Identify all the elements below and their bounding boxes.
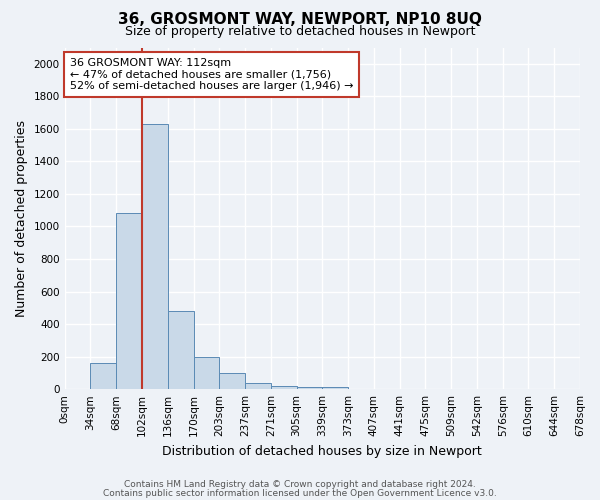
- Bar: [296, 387, 322, 389]
- X-axis label: Distribution of detached houses by size in Newport: Distribution of detached houses by size …: [163, 444, 482, 458]
- Text: Contains HM Land Registry data © Crown copyright and database right 2024.: Contains HM Land Registry data © Crown c…: [124, 480, 476, 489]
- Bar: [271, 386, 296, 389]
- Text: 36, GROSMONT WAY, NEWPORT, NP10 8UQ: 36, GROSMONT WAY, NEWPORT, NP10 8UQ: [118, 12, 482, 28]
- Bar: [91, 363, 116, 389]
- Bar: [116, 214, 142, 389]
- Bar: [219, 373, 245, 389]
- Bar: [168, 311, 193, 389]
- Bar: [193, 356, 219, 389]
- Text: 36 GROSMONT WAY: 112sqm
← 47% of detached houses are smaller (1,756)
52% of semi: 36 GROSMONT WAY: 112sqm ← 47% of detache…: [70, 58, 353, 91]
- Bar: [245, 382, 271, 389]
- Y-axis label: Number of detached properties: Number of detached properties: [15, 120, 28, 317]
- Bar: [322, 387, 348, 389]
- Bar: [142, 124, 168, 389]
- Text: Contains public sector information licensed under the Open Government Licence v3: Contains public sector information licen…: [103, 489, 497, 498]
- Text: Size of property relative to detached houses in Newport: Size of property relative to detached ho…: [125, 25, 475, 38]
